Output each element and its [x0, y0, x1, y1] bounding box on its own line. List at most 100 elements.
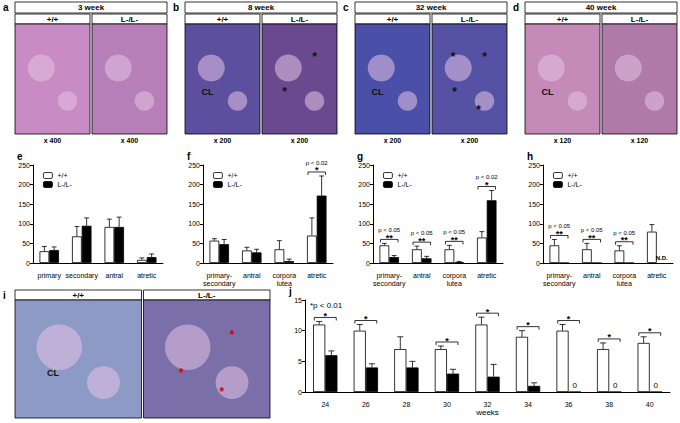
svg-text:+/+: +/+: [567, 172, 577, 179]
svg-text:p < 0.05: p < 0.05: [378, 227, 401, 233]
svg-text:x 200: x 200: [384, 137, 402, 144]
svg-text:corpora: corpora: [442, 272, 466, 280]
svg-text:L-/L-: L-/L-: [397, 181, 412, 188]
svg-text:lutea: lutea: [447, 280, 462, 287]
svg-text:+/+: +/+: [57, 172, 67, 179]
svg-text:*: *: [230, 328, 235, 342]
svg-text:x 400: x 400: [121, 137, 139, 144]
svg-text:**: **: [386, 233, 394, 243]
svg-text:*: *: [648, 326, 652, 336]
svg-text:j: j: [288, 286, 292, 297]
svg-text:+/+: +/+: [227, 172, 237, 179]
svg-text:h: h: [527, 151, 533, 162]
svg-text:50: 50: [362, 240, 370, 247]
svg-text:antral: antral: [243, 272, 261, 279]
svg-text:x 200: x 200: [461, 137, 479, 144]
svg-text:10: 10: [294, 327, 302, 334]
svg-text:*: *: [526, 320, 530, 330]
svg-text:weeks: weeks: [475, 408, 499, 417]
svg-text:L-/L-: L-/L-: [631, 15, 649, 24]
svg-text:p < 0.05: p < 0.05: [443, 229, 466, 235]
svg-text:*: *: [486, 307, 490, 317]
svg-text:0: 0: [536, 260, 540, 267]
svg-text:**: **: [588, 233, 596, 243]
svg-text:N.D.: N.D.: [656, 255, 668, 261]
svg-text:200: 200: [358, 181, 370, 188]
svg-text:*: *: [452, 85, 457, 99]
svg-text:f: f: [187, 151, 191, 162]
svg-text:200: 200: [188, 181, 200, 188]
svg-text:100: 100: [188, 220, 200, 227]
svg-text:CL: CL: [372, 87, 384, 97]
svg-text:**: **: [451, 235, 459, 245]
svg-text:primary-: primary-: [206, 272, 232, 280]
svg-text:g: g: [357, 151, 363, 162]
svg-text:**: **: [556, 229, 564, 239]
svg-text:*: *: [312, 50, 317, 64]
svg-text:*: *: [607, 332, 611, 342]
svg-text:primary-: primary-: [546, 272, 572, 280]
svg-text:corpora: corpora: [612, 272, 636, 280]
svg-text:*p < 0.01: *p < 0.01: [310, 301, 343, 310]
svg-text:secondary: secondary: [373, 280, 406, 288]
svg-text:0: 0: [196, 260, 200, 267]
svg-text:primary: primary: [38, 272, 62, 280]
svg-text:x 400: x 400: [44, 137, 62, 144]
svg-text:e: e: [17, 151, 23, 162]
svg-text:+/+: +/+: [72, 291, 84, 300]
svg-text:34: 34: [524, 401, 532, 408]
svg-text:+/+: +/+: [557, 15, 569, 24]
svg-text:26: 26: [362, 401, 370, 408]
svg-text:3 week: 3 week: [78, 3, 105, 12]
svg-text:x 200: x 200: [291, 137, 309, 144]
svg-text:*: *: [476, 103, 481, 117]
svg-text:antral: antral: [583, 272, 601, 279]
svg-text:p < 0.05: p < 0.05: [613, 230, 636, 236]
svg-text:L-/L-: L-/L-: [57, 181, 72, 188]
svg-text:30: 30: [443, 401, 451, 408]
svg-text:x 200: x 200: [214, 137, 232, 144]
svg-text:32 week: 32 week: [416, 3, 447, 12]
svg-text:150: 150: [188, 201, 200, 208]
svg-text:5: 5: [298, 358, 302, 365]
svg-text:secondary: secondary: [543, 280, 576, 288]
svg-text:+/+: +/+: [387, 15, 399, 24]
svg-text:28: 28: [402, 401, 410, 408]
svg-text:0: 0: [654, 381, 659, 390]
svg-text:0: 0: [366, 260, 370, 267]
svg-text:lutea: lutea: [617, 280, 632, 287]
svg-text:0: 0: [613, 381, 618, 390]
svg-text:p < 0.05: p < 0.05: [581, 227, 604, 233]
svg-text:*: *: [451, 50, 456, 64]
svg-text:250: 250: [18, 162, 30, 169]
svg-text:atretic: atretic: [137, 272, 157, 279]
svg-text:36: 36: [565, 401, 573, 408]
svg-text:L-/L-: L-/L-: [567, 181, 582, 188]
svg-text:*: *: [324, 311, 328, 321]
svg-text:p < 0.02: p < 0.02: [476, 174, 499, 180]
svg-text:secondary: secondary: [203, 280, 236, 288]
svg-text:200: 200: [18, 181, 30, 188]
svg-text:150: 150: [18, 201, 30, 208]
svg-text:250: 250: [188, 162, 200, 169]
svg-text:*: *: [567, 314, 571, 324]
svg-text:x 120: x 120: [554, 137, 572, 144]
svg-text:atretic: atretic: [307, 272, 327, 279]
svg-text:50: 50: [22, 240, 30, 247]
svg-text:a: a: [3, 2, 9, 13]
svg-text:200: 200: [528, 181, 540, 188]
svg-text:p < 0.02: p < 0.02: [306, 160, 329, 166]
svg-text:d: d: [513, 2, 519, 13]
svg-text:CL: CL: [202, 87, 214, 97]
svg-text:32: 32: [484, 401, 492, 408]
svg-text:38: 38: [605, 401, 613, 408]
svg-text:150: 150: [358, 201, 370, 208]
svg-text:*: *: [445, 336, 449, 346]
svg-text:*: *: [482, 50, 487, 64]
svg-text:8 week: 8 week: [248, 3, 275, 12]
svg-text:250: 250: [528, 162, 540, 169]
svg-text:+/+: +/+: [217, 15, 229, 24]
svg-text:0: 0: [298, 389, 302, 396]
svg-text:*: *: [315, 165, 319, 175]
svg-text:L-/L-: L-/L-: [198, 291, 216, 300]
